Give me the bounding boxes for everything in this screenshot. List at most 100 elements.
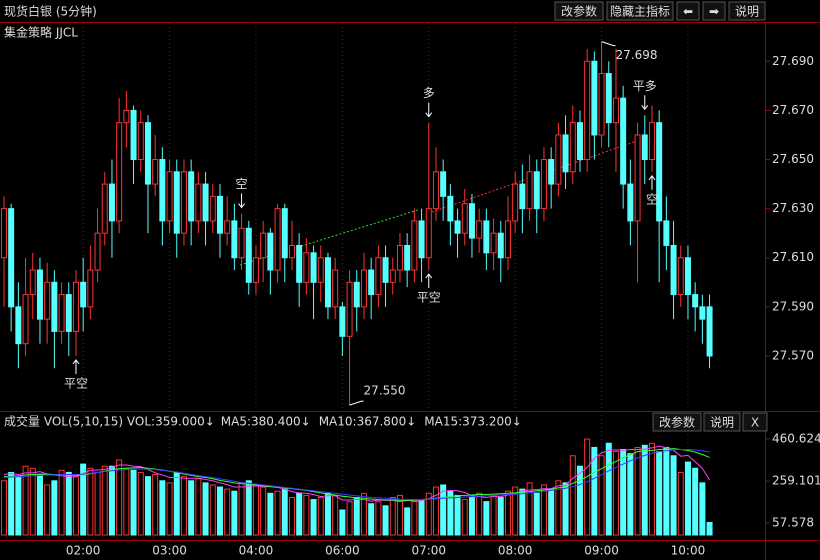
y-tick-label: 27.610	[772, 250, 814, 264]
volume-bar	[108, 465, 115, 536]
button-frame	[703, 412, 741, 432]
candle-body	[476, 220, 483, 239]
volume-bar	[620, 449, 627, 536]
candle-body	[382, 257, 389, 283]
candle-body	[252, 257, 259, 283]
button-label[interactable]: 说明	[735, 4, 759, 19]
volume-bar	[461, 499, 468, 536]
button-label[interactable]: X	[751, 416, 759, 430]
candle-body	[346, 281, 353, 337]
volume-bar	[684, 461, 691, 536]
button-label[interactable]: ⬅	[683, 5, 693, 19]
button-label[interactable]: 改参数	[561, 4, 597, 19]
candle-body	[317, 257, 324, 283]
volume-bar	[288, 496, 295, 536]
candle-body	[555, 134, 562, 185]
volume-bar	[375, 501, 382, 536]
candle-body	[396, 244, 403, 271]
candle-body	[87, 269, 94, 308]
candle-body	[339, 306, 346, 337]
volume-bar	[432, 486, 439, 536]
candle-body	[159, 159, 166, 222]
candle-body	[627, 183, 634, 222]
candle-body	[540, 159, 547, 210]
candle-body	[353, 281, 360, 308]
volume-bar	[36, 474, 43, 536]
trend-line	[431, 139, 641, 213]
button[interactable]: 改参数	[554, 1, 604, 21]
candle-body	[576, 122, 583, 161]
candle-body	[411, 220, 418, 271]
candle-body	[29, 269, 36, 296]
button[interactable]: ➡	[702, 1, 726, 21]
volume-bar	[94, 471, 101, 536]
volume-bar	[51, 480, 58, 536]
volume-bar	[22, 465, 29, 536]
volume-bar	[296, 492, 303, 536]
volume-bar	[612, 451, 619, 536]
volume-bar	[209, 484, 216, 536]
candle-body	[245, 227, 252, 283]
button[interactable]: 隐藏主指标	[606, 1, 674, 21]
candle-body	[598, 73, 605, 136]
candle-body	[368, 269, 375, 296]
volume-bar	[641, 444, 648, 536]
volume-bar	[252, 484, 259, 536]
candle-body	[274, 208, 281, 271]
volume-bar	[231, 490, 238, 536]
candle-body	[51, 281, 58, 332]
button-frame	[606, 1, 674, 21]
candle-body	[231, 220, 238, 259]
candle-body	[332, 269, 339, 308]
button[interactable]: 说明	[728, 1, 766, 21]
y-tick-label: 27.590	[772, 299, 814, 313]
candle-body	[152, 159, 159, 185]
volume-bar	[339, 509, 346, 536]
candle-body	[281, 208, 288, 259]
extreme-leader	[601, 41, 616, 47]
y-tick-label: 460.624	[772, 431, 820, 445]
candle-body	[180, 171, 187, 234]
button[interactable]: ⬅	[676, 1, 700, 21]
button[interactable]: 改参数	[652, 412, 702, 432]
button-label[interactable]: 说明	[710, 415, 734, 430]
candle-body	[166, 171, 173, 222]
candle-body	[267, 232, 274, 271]
legend-entry: MA15:373.200↓	[424, 415, 522, 429]
volume-bar	[584, 438, 591, 536]
signal-arrow-head	[72, 359, 80, 365]
volume-bar	[87, 467, 94, 536]
volume-bar	[360, 492, 367, 536]
button-label[interactable]: 改参数	[659, 415, 695, 430]
volume-bar	[159, 480, 166, 536]
volume-bar	[497, 496, 504, 536]
candle-body	[461, 203, 468, 234]
volume-bar	[130, 469, 137, 536]
candle-body	[440, 171, 447, 197]
x-tick-label: 04:00	[239, 544, 274, 558]
candle-body	[202, 183, 209, 222]
volume-bar	[144, 476, 151, 536]
volume-bar	[15, 476, 22, 536]
signal-arrow-head	[238, 203, 245, 209]
volume-bar	[663, 446, 670, 536]
volume-bar	[591, 446, 598, 536]
volume-bar	[540, 484, 547, 536]
candle-body	[699, 306, 706, 320]
y-tick-label: 259.101	[772, 473, 820, 487]
button[interactable]: X	[742, 412, 768, 432]
button[interactable]: 说明	[703, 412, 741, 432]
signal-label: 空	[236, 177, 248, 191]
candle-body	[454, 220, 461, 234]
candle-body	[612, 97, 619, 124]
candle-body	[677, 257, 684, 296]
ma-line	[3, 449, 710, 501]
volume-bar	[123, 467, 130, 536]
candle-body	[58, 294, 65, 332]
button-frame	[652, 412, 702, 432]
extreme-label: 27.698	[616, 48, 658, 62]
volume-bar	[389, 496, 396, 536]
candle-body	[72, 281, 79, 332]
button-label[interactable]: ➡	[709, 5, 719, 19]
button-label[interactable]: 隐藏主指标	[610, 4, 670, 19]
